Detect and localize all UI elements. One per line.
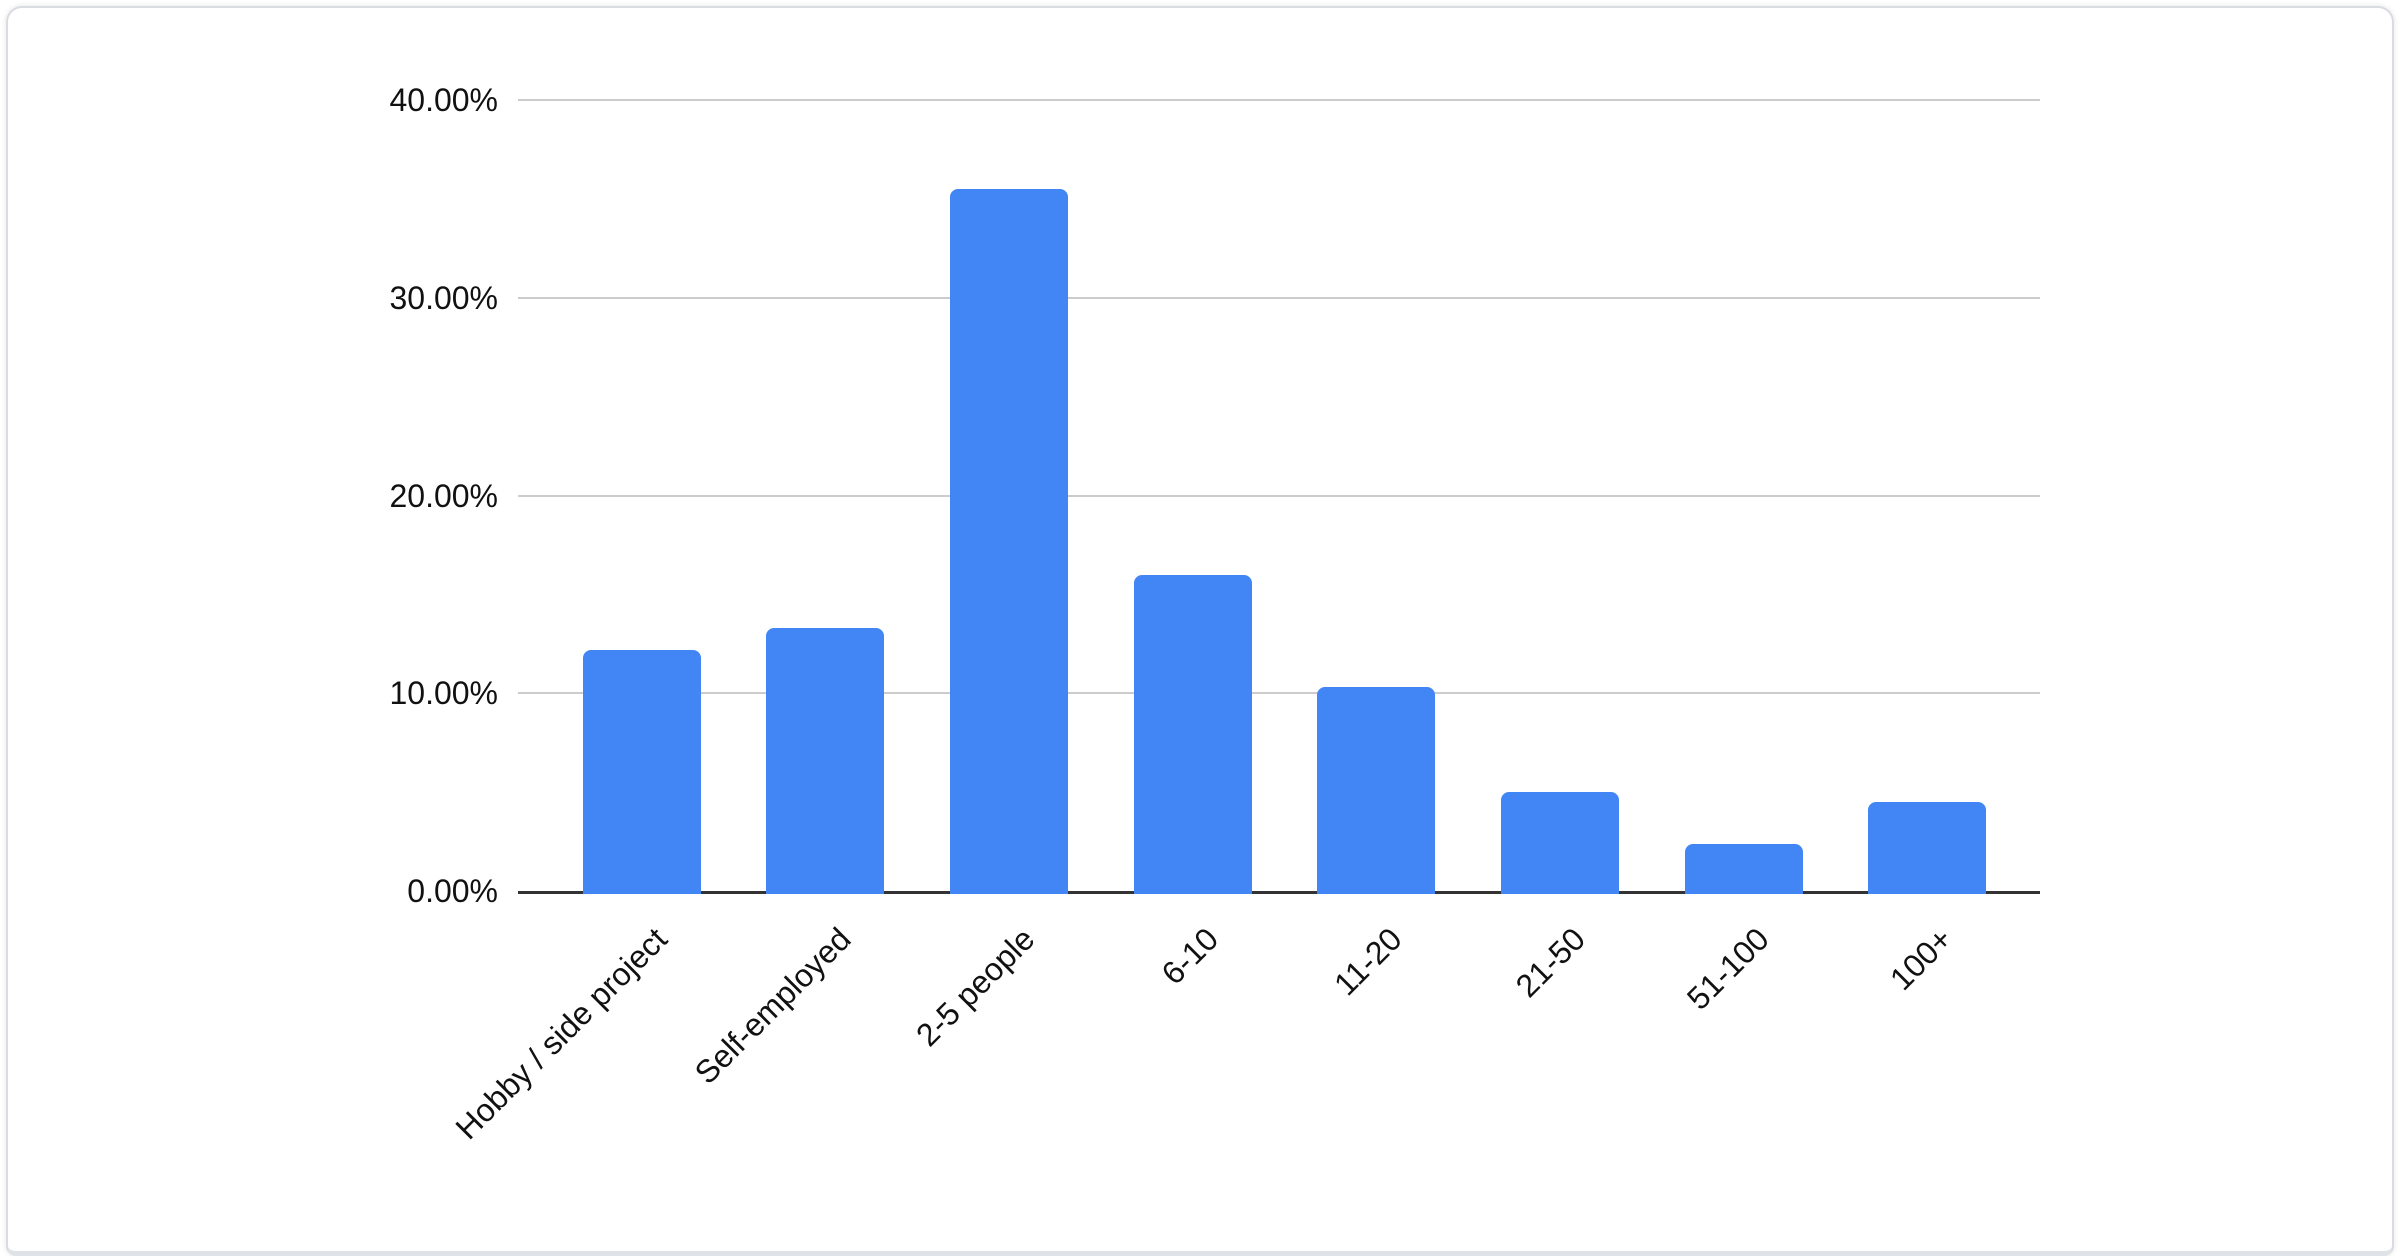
x-axis-label: Hobby / side project — [448, 920, 674, 1147]
bar-slot — [734, 100, 918, 894]
bar-series — [550, 100, 2019, 894]
bar-slot — [917, 100, 1101, 894]
x-axis-label: Self-employed — [687, 920, 858, 1091]
bar-2-5 people[interactable] — [950, 189, 1069, 894]
bar-slot — [1835, 100, 2019, 894]
bar-Hobby / side project[interactable] — [582, 649, 701, 894]
gridline — [518, 99, 2040, 101]
bar-21-50[interactable] — [1500, 792, 1619, 894]
gridline — [518, 692, 2040, 695]
plot-area — [518, 99, 2040, 894]
x-axis-label: 6-10 — [1154, 920, 1225, 992]
x-axis-label: 51-100 — [1679, 920, 1776, 1017]
bar-51-100[interactable] — [1684, 843, 1803, 894]
gridline — [518, 296, 2040, 299]
bar-11-20[interactable] — [1317, 687, 1436, 894]
y-axis-tick-label: 40.00% — [389, 82, 498, 118]
x-axis-label: 2-5 people — [908, 920, 1042, 1054]
bar-6-10[interactable] — [1133, 574, 1252, 894]
bar-slot — [1285, 100, 1469, 894]
bar-slot — [550, 100, 734, 894]
bar-Self-employed[interactable] — [766, 628, 885, 894]
gridline — [518, 494, 2040, 497]
x-axis-label: 21-50 — [1508, 920, 1593, 1005]
bar-slot — [1468, 100, 1652, 894]
bar-slot — [1101, 100, 1285, 894]
y-axis-tick-label: 10.00% — [389, 675, 498, 712]
x-axis-label: 11-20 — [1326, 920, 1409, 1003]
chart-card: 0.00% 10.00% 20.00% 30.00% 40.00% Hobby / si… — [6, 6, 2394, 1256]
y-axis-tick-label: 20.00% — [389, 477, 498, 514]
bar-slot — [1652, 100, 1836, 894]
y-axis-tick-label: 0.00% — [407, 873, 498, 909]
x-axis-label: 100+ — [1882, 920, 1960, 998]
y-axis-tick-label: 30.00% — [389, 279, 498, 316]
bar-100+[interactable] — [1868, 802, 1987, 894]
